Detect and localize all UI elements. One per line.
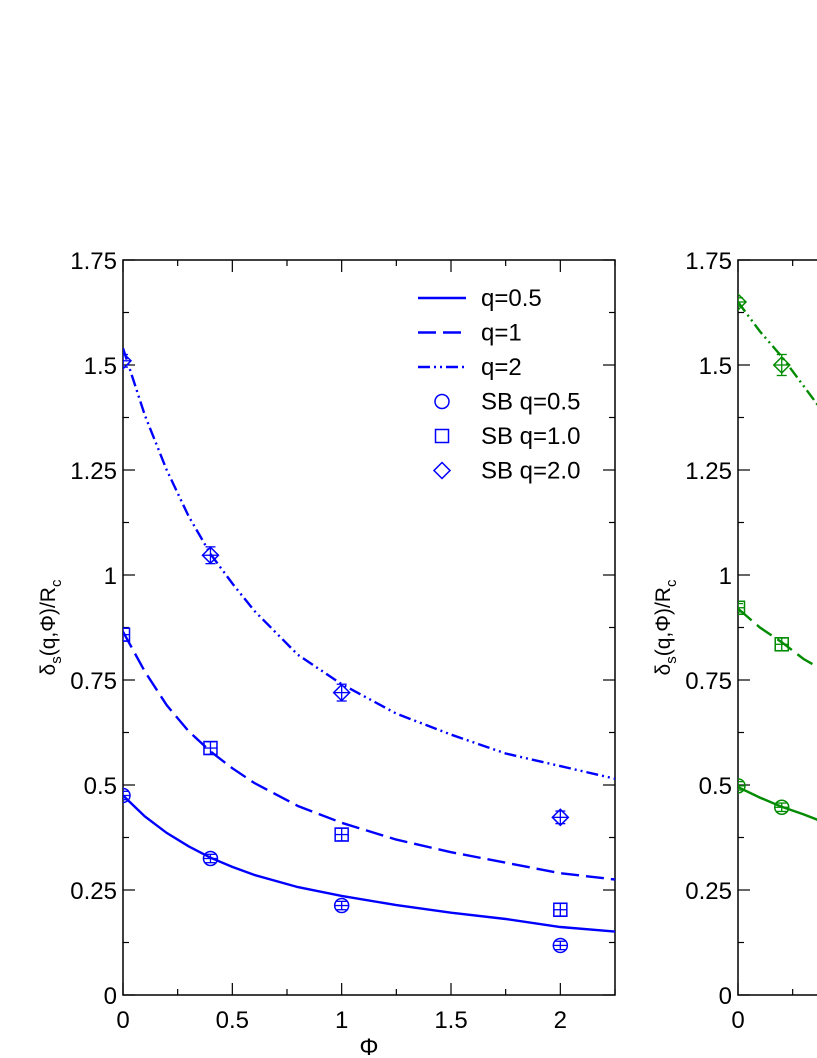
marker-square — [774, 637, 789, 652]
data-point-square — [738, 600, 746, 616]
marker-square — [738, 600, 746, 616]
y-axis-label: δs(q,Φ)/Rc — [652, 579, 680, 675]
legend-label: q=1 — [481, 320, 522, 347]
y-axis-label-sub: c — [48, 579, 65, 587]
y-tick-label: 1.25 — [685, 458, 732, 485]
data-point-circle — [552, 937, 569, 954]
data-point-square — [774, 637, 789, 652]
y-axis-label-sub: s — [663, 656, 680, 664]
y-tick-label: 0.25 — [685, 878, 732, 905]
y-axis-label-sub: s — [48, 656, 65, 664]
marker-circle — [552, 937, 569, 954]
y-tick-label: 0.25 — [70, 878, 117, 905]
data-point-square — [553, 902, 568, 917]
plot-frame — [737, 259, 817, 996]
y-tick-label: 0 — [719, 983, 732, 1010]
plot-frame — [122, 259, 616, 996]
y-tick-label: 1 — [719, 563, 732, 590]
y-tick-label: 0 — [104, 983, 117, 1010]
legend-item: SB q=0.5 — [434, 389, 580, 416]
marker-diamond — [332, 683, 351, 702]
data-point-square — [203, 740, 218, 756]
legend-marker-circle — [434, 393, 450, 410]
x-tick-label: 0.5 — [216, 1007, 249, 1034]
data-point-diamond — [772, 353, 791, 377]
y-tick-label: 0.75 — [70, 668, 117, 695]
data-point-circle — [333, 897, 350, 914]
data-point-diamond — [551, 808, 570, 827]
marker-square — [123, 627, 131, 642]
x-tick-label: 2 — [554, 1007, 567, 1034]
y-axis-label: δs(q,Φ)/Rc — [37, 579, 65, 675]
y-axis-label-main: δ — [37, 664, 60, 676]
marker-diamond — [772, 355, 791, 375]
plot-area — [738, 292, 817, 821]
y-tick-label: 1.5 — [699, 353, 732, 380]
marker-diamond — [123, 351, 133, 370]
marker-square — [203, 740, 218, 756]
y-axis-label-mid: (q,Φ)/R — [652, 587, 675, 656]
marker-circle — [123, 787, 131, 804]
plot-area — [123, 347, 615, 954]
series-line-dashed — [123, 631, 615, 881]
series-line-dashed — [738, 607, 817, 669]
data-point-square — [334, 827, 349, 842]
x-tick-label: 0 — [116, 1007, 129, 1034]
legend-item: q=0.5 — [418, 285, 542, 312]
data-point-diamond — [123, 351, 133, 370]
marker-circle — [202, 850, 219, 867]
marker-circle — [738, 778, 746, 794]
legend-marker-square — [434, 428, 450, 444]
legend-label: SB q=0.5 — [481, 389, 580, 416]
legend-item: SB q=1.0 — [434, 423, 580, 450]
legend-label: q=2 — [481, 354, 522, 381]
data-point-circle — [738, 778, 746, 794]
x-tick-label: 1.5 — [434, 1007, 467, 1034]
y-tick-label: 1 — [104, 563, 117, 590]
legend-label: q=0.5 — [481, 285, 542, 312]
data-point-circle — [202, 850, 219, 867]
y-axis-label-mid: (q,Φ)/R — [37, 587, 60, 656]
y-tick-label: 1.75 — [685, 248, 732, 275]
y-tick-label: 0.5 — [84, 773, 117, 800]
data-point-diamond — [332, 683, 351, 702]
data-point-diamond — [738, 292, 748, 312]
legend-label: SB q=1.0 — [481, 423, 580, 450]
y-tick-label: 0.5 — [699, 773, 732, 800]
marker-circle — [773, 799, 790, 816]
x-tick-label: 1 — [335, 1007, 348, 1034]
legend-item: q=2 — [418, 354, 522, 381]
y-tick-label: 0.75 — [685, 668, 732, 695]
legend-item: q=1 — [418, 320, 522, 347]
y-axis-label-sub: c — [663, 579, 680, 587]
data-point-square — [123, 627, 131, 642]
series-line-solid — [123, 794, 615, 933]
y-tick-label: 1.25 — [70, 458, 117, 485]
legend-marker-diamond — [432, 461, 452, 480]
y-axis-label-main: δ — [652, 664, 675, 676]
legend: q=0.5 q=1 q=2 SB q=0.5 SB q=1.0 SB q=2.0 — [418, 285, 580, 485]
marker-square — [553, 902, 568, 917]
y-tick-label: 1.75 — [70, 248, 117, 275]
legend-item: SB q=2.0 — [432, 458, 580, 485]
y-tick-label: 1.5 — [84, 353, 117, 380]
marker-square — [334, 827, 349, 842]
marker-diamond — [738, 292, 748, 312]
chart-panel-left: 0 0.25 0.5 0.75 1 1.25 1.5 1.75 0 0.5 1 1.5 2 Φδs(q,Φ… — [37, 248, 616, 1058]
marker-diamond — [201, 546, 220, 565]
data-point-circle — [123, 787, 131, 804]
x-axis-label: Φ — [359, 1034, 378, 1058]
data-point-circle — [773, 799, 790, 816]
data-point-diamond — [201, 546, 220, 565]
series-line-solid — [738, 786, 817, 821]
chart-panel-right: 0 0.25 0.5 0.75 1 1.25 1.5 1.75 0 δs(q,Φ)/Rc — [652, 248, 817, 1034]
legend-label: SB q=2.0 — [481, 458, 580, 485]
x-tick-label: 0 — [731, 1007, 744, 1034]
marker-circle — [333, 897, 350, 914]
marker-diamond — [551, 808, 570, 827]
series-line-dashdotdot — [738, 301, 817, 406]
